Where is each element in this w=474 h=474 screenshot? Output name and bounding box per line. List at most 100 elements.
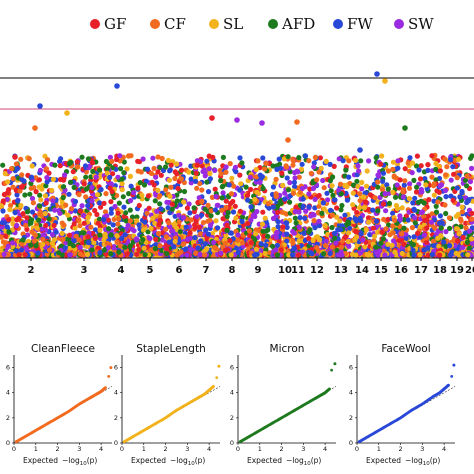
manhattan-point [295,252,301,258]
manhattan-point [227,161,233,167]
qq-point [104,386,107,390]
chromosome-label: 13 [334,265,348,276]
chromosome-label: 6 [176,265,183,276]
manhattan-point [109,158,115,164]
manhattan-point [373,155,379,161]
manhattan-point [105,217,111,223]
manhattan-point [244,193,250,199]
manhattan-point [381,216,387,222]
manhattan-point [311,218,317,224]
manhattan-point [327,178,333,184]
chromosome-label: 15 [374,265,388,276]
manhattan-point [204,179,210,185]
manhattan-point [107,185,113,191]
manhattan-point [85,156,91,162]
manhattan-point [151,165,157,172]
qq-x-tick-label: 2 [55,445,59,453]
manhattan-point [320,177,326,184]
manhattan-point [138,169,144,175]
manhattan-point [321,251,327,257]
manhattan-point [135,158,141,164]
manhattan-point [356,168,362,174]
manhattan-point [89,247,95,253]
qq-x-tick-label: 0 [236,445,240,453]
manhattan-point [168,184,174,190]
manhattan-point [43,200,49,206]
manhattan-point [213,193,219,200]
manhattan-point [218,178,224,184]
manhattan-point [144,166,151,172]
manhattan-point [212,207,218,213]
manhattan-point [104,166,110,172]
manhattan-point [28,185,34,191]
manhattan-point [92,235,98,241]
manhattan-point [145,193,151,199]
manhattan-point [393,202,399,209]
manhattan-point [60,236,66,242]
manhattan-point [248,186,254,193]
manhattan-point [239,240,246,246]
manhattan-point [110,171,116,177]
manhattan-point [306,158,312,164]
manhattan-point [57,158,63,164]
manhattan-point [169,206,175,212]
manhattan-point [107,154,113,160]
manhattan-point [13,161,19,167]
manhattan-point [220,154,226,160]
manhattan-point [359,186,365,192]
manhattan-point [181,199,187,205]
manhattan-point [71,184,77,190]
manhattan-point [123,218,129,224]
manhattan-point [40,241,46,248]
manhattan-point [150,155,156,161]
manhattan-point [152,198,158,204]
legend-marker-sl [209,19,219,29]
manhattan-point [127,173,133,179]
manhattan-point [382,252,388,258]
manhattan-point [340,158,346,164]
qq-y-tick-label: 2 [349,414,353,422]
manhattan-point [32,238,38,244]
manhattan-point [66,191,72,197]
manhattan-point [207,222,214,228]
manhattan-point [43,183,49,189]
manhattan-point [123,210,129,216]
manhattan-point [180,215,187,221]
manhattan-point [108,199,114,205]
manhattan-point [410,247,416,253]
manhattan-point [164,251,170,257]
manhattan-point [177,229,183,235]
manhattan-point [419,189,425,195]
manhattan-point [18,156,24,162]
manhattan-point [391,174,397,180]
manhattan-point [90,168,96,175]
manhattan-point [63,202,69,208]
manhattan-point [81,230,87,236]
manhattan-point [219,195,225,201]
manhattan-point [411,177,417,183]
manhattan-point [121,170,127,176]
manhattan-point [372,233,378,239]
manhattan-point [61,184,67,190]
manhattan-point [283,220,289,226]
manhattan-point [72,198,79,205]
manhattan-point [312,196,318,202]
manhattan-point [192,235,198,241]
manhattan-point [163,187,169,193]
manhattan-point [187,210,193,216]
manhattan-point [94,192,101,198]
manhattan-point [59,230,65,236]
manhattan-point [203,227,209,233]
qq-x-axis-formula: −log10(p) [286,456,321,467]
manhattan-point [301,230,307,236]
manhattan-point [108,232,114,238]
manhattan-point [306,191,312,197]
manhattan-point [29,229,35,235]
manhattan-point [332,235,338,241]
manhattan-point [380,201,387,207]
qq-x-axis-formula-rest: (p) [195,456,206,465]
manhattan-point [81,220,87,226]
qq-x-tick-label: 0 [120,445,124,453]
manhattan-point [211,239,217,246]
